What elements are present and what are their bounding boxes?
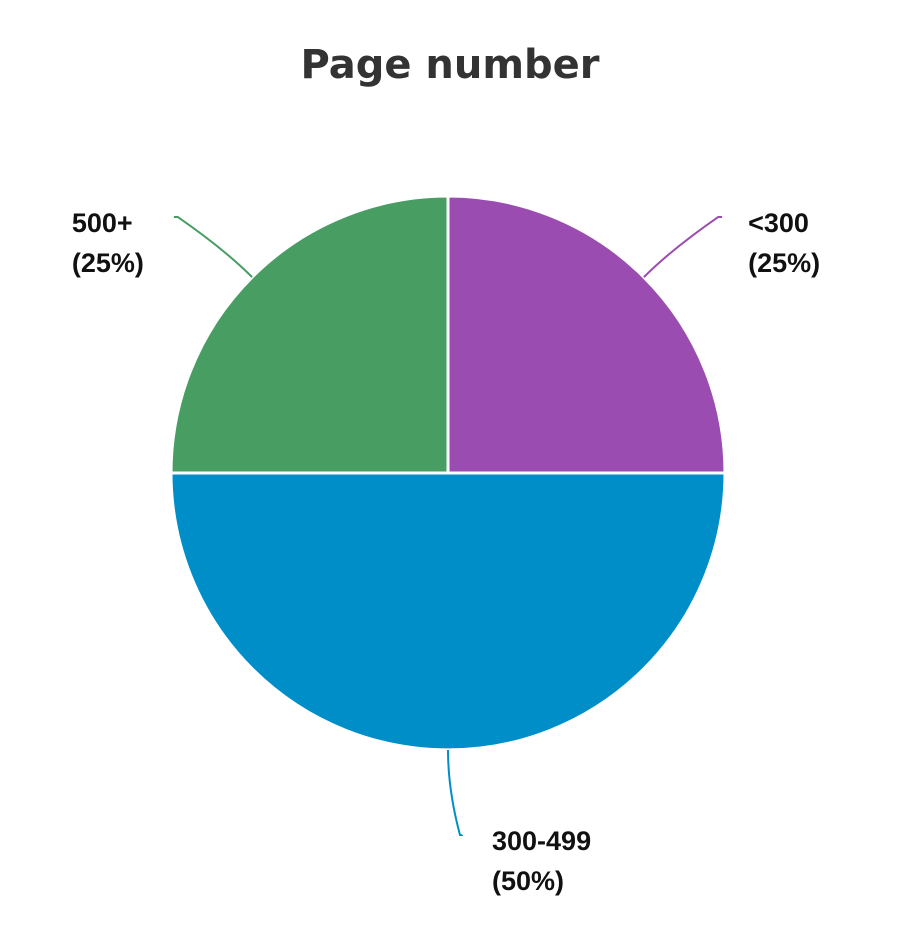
- slice-value-label: (25%): [748, 248, 820, 278]
- slice-value-label: (50%): [492, 866, 564, 896]
- pie-slice: [169, 194, 450, 475]
- slice-label: 300-499: [492, 826, 591, 856]
- leader-line: [447, 749, 463, 837]
- slice-label: 500+: [72, 208, 133, 238]
- pie-slice: [169, 471, 727, 752]
- slice-value-label: (25%): [72, 248, 144, 278]
- slice-label: <300: [748, 208, 809, 238]
- leader-line: [643, 216, 723, 278]
- chart-title: Page number: [300, 42, 599, 88]
- pie-slice: [446, 194, 727, 475]
- leader-line: [173, 216, 253, 278]
